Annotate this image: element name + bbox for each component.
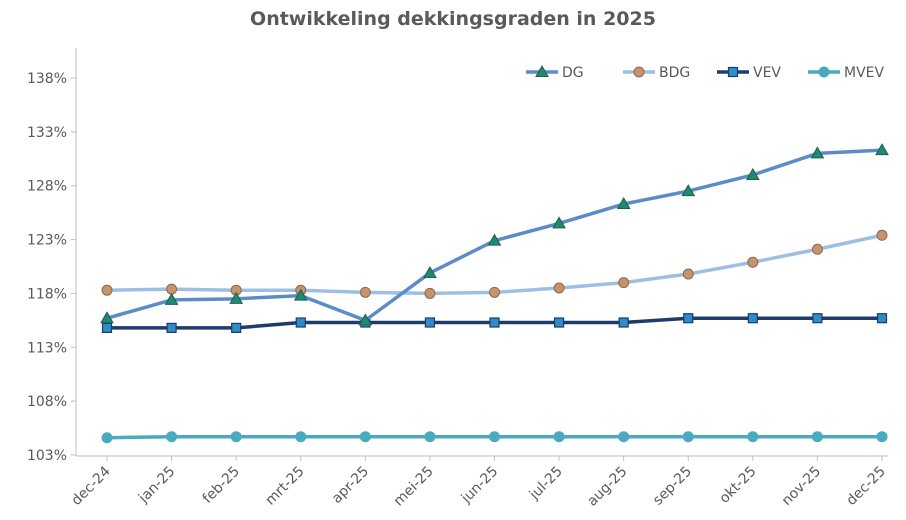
data-point-mvev [876, 431, 888, 443]
data-point-vev [876, 313, 888, 324]
data-point-bdg [876, 229, 888, 241]
data-point-bdg [166, 283, 178, 295]
data-point-bdg [359, 286, 371, 298]
x-tick-label: okt-25 [717, 464, 760, 507]
data-point-dg [423, 265, 437, 278]
data-point-mvev [101, 432, 113, 444]
data-point-bdg [553, 282, 565, 294]
data-point-dg [810, 146, 825, 159]
data-point-dg [552, 216, 566, 229]
y-tick-label: 138% [27, 71, 67, 87]
legend-item-vev: VEV [717, 65, 781, 81]
data-point-bdg [747, 256, 759, 268]
legend-item-mvev: MVEV [808, 65, 885, 81]
series-layer [100, 143, 889, 444]
legend-marker-bdg [633, 66, 645, 78]
y-tick-label: 118% [27, 286, 67, 302]
data-point-vev [231, 322, 242, 333]
data-point-mvev [424, 431, 436, 443]
data-point-vev [166, 322, 177, 333]
data-point-vev [489, 317, 500, 328]
x-tick-label: jun-25 [458, 464, 501, 507]
x-tick-label: dec-24 [69, 463, 114, 508]
data-point-mvev [295, 431, 307, 443]
y-tick-label: 108% [27, 394, 67, 410]
data-point-dg [616, 197, 631, 210]
y-tick-label: 123% [27, 233, 67, 249]
data-point-mvev [166, 431, 178, 443]
data-point-bdg [811, 243, 823, 255]
data-point-mvev [553, 431, 565, 443]
data-point-bdg [682, 268, 694, 280]
data-point-bdg [618, 277, 630, 289]
legend-label-dg: DG [562, 65, 584, 81]
data-point-vev [424, 317, 436, 328]
x-tick-label: apr-25 [329, 464, 372, 507]
data-point-dg [875, 143, 889, 156]
x-tick-label: jan-25 [135, 464, 178, 507]
x-tick-label: jul-25 [526, 464, 566, 504]
series-mvev [101, 431, 888, 444]
data-point-vev [295, 317, 306, 328]
data-point-bdg [489, 286, 500, 298]
legend-label-vev: VEV [753, 65, 781, 81]
legend-item-bdg: BDG [623, 65, 690, 81]
data-point-vev [101, 322, 113, 333]
legend-marker-vev [727, 66, 739, 78]
x-tick-label: sep-25 [650, 464, 695, 509]
data-point-dg [293, 288, 308, 301]
y-tick-label: 103% [27, 448, 67, 464]
legend-marker-mvev [818, 66, 830, 78]
legend-item-dg: DG [526, 64, 584, 81]
x-tick-label: nov-25 [779, 464, 824, 509]
data-point-vev [747, 313, 758, 324]
data-point-mvev [618, 431, 630, 443]
data-point-mvev [682, 431, 694, 443]
legend: DG BDG VEV MVEV [526, 64, 885, 81]
x-tick-label: mrt-25 [263, 464, 308, 509]
data-point-mvev [230, 431, 242, 443]
y-tick-label: 113% [27, 340, 67, 356]
series-bdg [101, 229, 888, 299]
data-point-bdg [101, 284, 113, 296]
data-point-dg [358, 313, 373, 326]
data-point-dg [229, 291, 244, 304]
axes: 103% 108% 113% 118% 123% 128% 133% 138% dec-24 ja… [27, 48, 889, 510]
data-point-vev [618, 317, 629, 328]
series-vev [101, 313, 888, 333]
data-point-vev [553, 317, 565, 328]
y-tick-label: 128% [27, 179, 67, 195]
x-tick-label: feb-25 [200, 464, 243, 507]
data-point-dg [100, 311, 114, 324]
x-tick-label: aug-25 [584, 464, 630, 510]
legend-label-mvev: MVEV [844, 65, 885, 81]
data-point-mvev [747, 431, 759, 443]
data-point-mvev [811, 431, 823, 443]
data-point-mvev [489, 431, 500, 443]
data-point-dg [681, 184, 696, 197]
x-tick-label: dec-25 [844, 464, 889, 509]
data-point-dg [745, 167, 760, 180]
data-point-dg [164, 292, 179, 305]
data-point-vev [683, 313, 694, 324]
y-tick-label: 133% [27, 125, 67, 141]
series-dg [100, 143, 889, 326]
data-point-dg [487, 233, 502, 246]
data-point-vev [812, 313, 823, 324]
data-point-bdg [424, 287, 436, 299]
chart-title: Ontwikkeling dekkingsgraden in 2025 [250, 8, 656, 30]
legend-marker-dg [535, 64, 549, 77]
data-point-mvev [359, 431, 371, 443]
legend-label-bdg: BDG [659, 65, 690, 81]
x-tick-label: mei-25 [391, 464, 437, 510]
